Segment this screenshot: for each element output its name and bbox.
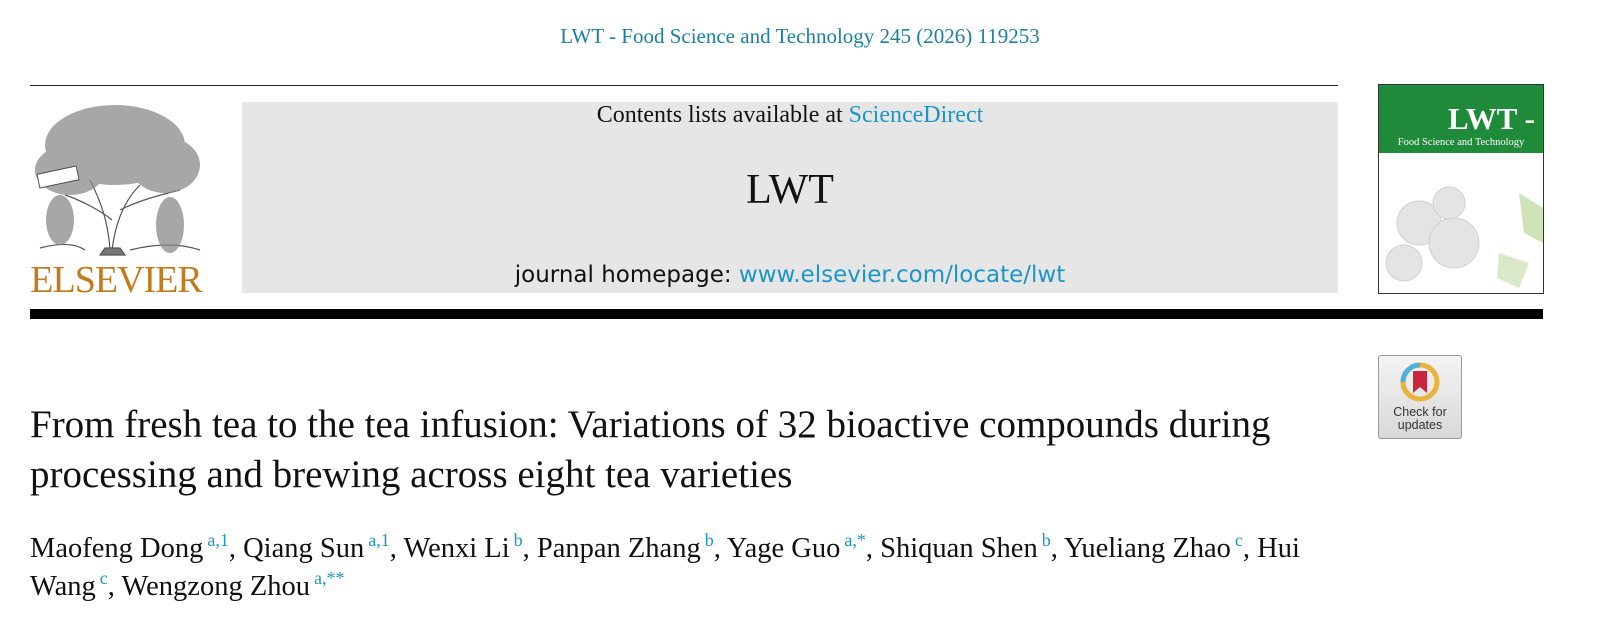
author: Wenxi Li b, — [403, 530, 530, 564]
author-affiliation[interactable]: c — [99, 568, 108, 588]
author-separator: , — [1242, 533, 1251, 564]
author: Shiquan Shen b, — [880, 530, 1058, 564]
author: Yage Guo a,*, — [726, 530, 874, 564]
contents-line: Contents lists available at ScienceDirec… — [242, 102, 1338, 129]
homepage-prefix: journal homepage: — [514, 262, 732, 288]
author: Hui Wang c, — [30, 533, 1300, 602]
author-affiliation[interactable]: b — [1041, 530, 1051, 550]
cover-subtitle: Food Science and Technology — [1397, 137, 1525, 148]
author-separator: , — [107, 571, 115, 602]
citation[interactable]: LWT - Food Science and Technology 245 (2… — [560, 24, 1040, 48]
author-separator: , — [865, 533, 874, 564]
author-name: Hui Wang — [30, 533, 1300, 602]
author-name: Qiang Sun — [243, 533, 365, 564]
publisher-name: ELSEVIER — [30, 259, 202, 301]
author-name: Yueliang Zhao — [1063, 533, 1231, 564]
author-affiliation[interactable]: c — [1234, 530, 1243, 550]
author: Panpan Zhang b, — [536, 530, 721, 564]
author-affiliation[interactable]: b — [513, 530, 523, 550]
homepage-line: journal homepage: www.elsevier.com/locat… — [242, 262, 1338, 288]
author: Yueliang Zhao c, — [1063, 530, 1251, 564]
badge-icon — [1400, 362, 1440, 402]
author-separator: , — [389, 533, 397, 564]
author-name: Panpan Zhang — [536, 533, 701, 564]
author-name: Wenxi Li — [403, 533, 510, 564]
author-separator: , — [522, 533, 530, 564]
author-affiliation[interactable]: b — [704, 530, 714, 550]
header-bar — [30, 309, 1543, 319]
author-separator: , — [228, 533, 236, 564]
author-separator: , — [1050, 533, 1058, 564]
author-name: Yage Guo — [726, 533, 841, 564]
article-title: From fresh tea to the tea infusion: Vari… — [30, 403, 1271, 496]
publisher-logo — [35, 105, 201, 256]
author-affiliation[interactable]: a,1 — [207, 530, 229, 550]
journal-cover[interactable]: LWT - Food Science and Technology — [1378, 84, 1544, 294]
author-affiliation[interactable]: a,1 — [368, 530, 390, 550]
header-rule — [30, 85, 1338, 86]
author: Qiang Sun a,1, — [243, 530, 397, 564]
author-name: Maofeng Dong — [30, 533, 204, 564]
author-name: Shiquan Shen — [880, 533, 1038, 564]
author: Maofeng Dong a,1, — [30, 530, 236, 564]
cover-art — [1385, 186, 1543, 288]
author-affiliation[interactable]: a,* — [844, 530, 866, 550]
check-updates-badge[interactable]: Check for updates — [1378, 355, 1462, 439]
author-list: Maofeng Dong a,1, Qiang Sun a,1, Wenxi Li b… — [30, 530, 1350, 606]
cover-header — [1379, 85, 1543, 153]
author-separator: , — [713, 533, 721, 564]
author-name: Wengzong Zhou — [121, 571, 310, 602]
cover-title: LWT - — [1447, 101, 1535, 136]
contents-prefix: Contents lists available at — [596, 102, 843, 128]
author-affiliation[interactable]: a,** — [313, 568, 345, 588]
homepage-link[interactable]: www.elsevier.com/locate/lwt — [738, 262, 1066, 288]
badge-text: Check for updates — [1393, 405, 1447, 432]
journal-box: Contents lists available at ScienceDirec… — [242, 102, 1338, 293]
author: Wengzong Zhou a,** — [121, 568, 345, 602]
journal-name: LWT — [746, 167, 834, 213]
sciencedirect-link[interactable]: ScienceDirect — [848, 102, 984, 128]
